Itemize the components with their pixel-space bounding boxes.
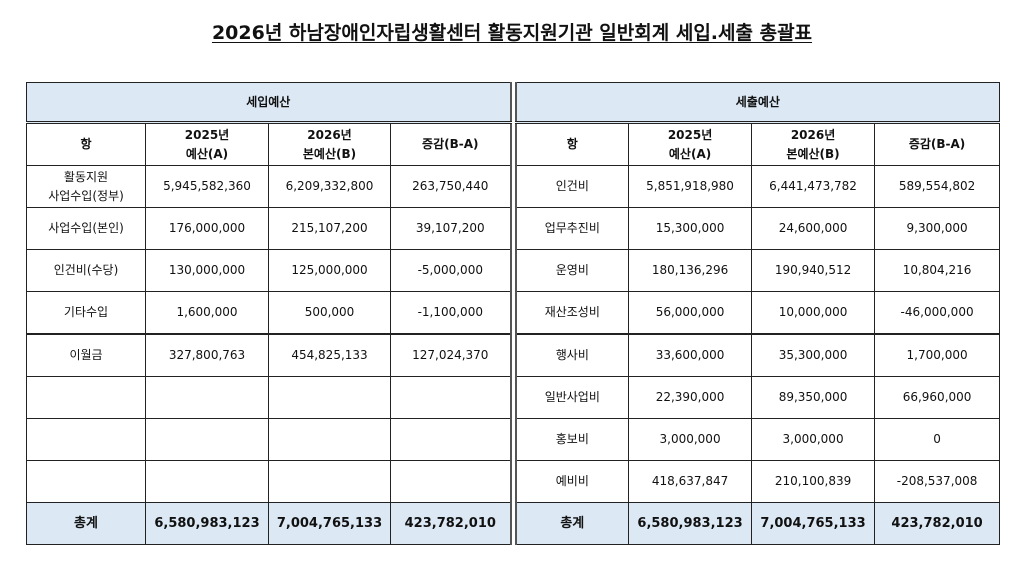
expenditure-value-cell: 3,000,000: [628, 418, 753, 461]
table-row: 예비비 418,637,847 210,100,839 -208,537,008: [26, 460, 1001, 503]
revenue-value-cell: 127,024,370: [389, 333, 512, 377]
expenditure-section-header: 세출예산: [515, 82, 1001, 124]
expenditure-value-cell: 210,100,839: [751, 460, 876, 503]
table-row: 기타수입 1,600,000 500,000 -1,100,000 재산조성비 56,00…: [26, 291, 1001, 335]
expenditure-value-cell: 5,851,918,980: [628, 165, 753, 208]
revenue-value-cell: 125,000,000: [268, 249, 391, 292]
expenditure-value-cell: -208,537,008: [874, 460, 1001, 503]
expenditure-value-cell: 10,804,216: [874, 249, 1001, 292]
revenue-value-cell: [389, 460, 512, 503]
table-row: 활동지원 사업수입(정부) 5,945,582,360 6,209,332,800 2…: [26, 165, 1001, 208]
revenue-section-header: 세입예산: [25, 82, 512, 124]
expenditure-value-cell: 33,600,000: [628, 333, 753, 377]
revenue-column-header: 항: [26, 122, 146, 166]
revenue-total-value: 423,782,010: [389, 502, 512, 545]
revenue-value-cell: 5,945,582,360: [145, 165, 269, 208]
expenditure-value-cell: 89,350,000: [751, 376, 876, 419]
revenue-value-cell: -1,100,000: [389, 291, 512, 335]
total-row: 총계 6,580,983,123 7,004,765,133 423,782,010 총…: [26, 502, 1001, 545]
page-title: 2026년 하남장애인자립생활센터 활동지원기관 일반회계 세입.세출 총괄표: [0, 18, 1024, 45]
revenue-column-header: 2025년 예산(A): [145, 122, 269, 166]
expenditure-item-cell: 운영비: [515, 249, 630, 292]
revenue-value-cell: 1,600,000: [145, 291, 269, 335]
expenditure-column-header: 항: [515, 122, 630, 166]
revenue-value-cell: [268, 418, 391, 461]
expenditure-value-cell: 3,000,000: [751, 418, 876, 461]
expenditure-total-value: 423,782,010: [874, 502, 1001, 545]
revenue-column-header: 증감(B-A): [389, 122, 512, 166]
revenue-column-header: 2026년 본예산(B): [268, 122, 391, 166]
expenditure-total-label: 총계: [515, 502, 630, 545]
revenue-value-cell: [145, 376, 269, 419]
revenue-total-label: 총계: [26, 502, 146, 545]
expenditure-value-cell: -46,000,000: [874, 291, 1001, 335]
expenditure-total-value: 7,004,765,133: [751, 502, 876, 545]
revenue-value-cell: 454,825,133: [268, 333, 391, 377]
revenue-value-cell: [389, 376, 512, 419]
revenue-item-cell: 기타수입: [26, 291, 146, 335]
expenditure-value-cell: 15,300,000: [628, 207, 753, 250]
revenue-value-cell: [145, 418, 269, 461]
expenditure-value-cell: 180,136,296: [628, 249, 753, 292]
expenditure-value-cell: 56,000,000: [628, 291, 753, 335]
expenditure-value-cell: 10,000,000: [751, 291, 876, 335]
revenue-item-cell: [26, 460, 146, 503]
expenditure-item-cell: 재산조성비: [515, 291, 630, 335]
revenue-item-cell: [26, 418, 146, 461]
revenue-value-cell: 176,000,000: [145, 207, 269, 250]
revenue-total-value: 6,580,983,123: [145, 502, 269, 545]
expenditure-value-cell: 22,390,000: [628, 376, 753, 419]
expenditure-total-value: 6,580,983,123: [628, 502, 753, 545]
revenue-item-cell: 활동지원 사업수입(정부): [26, 165, 146, 208]
table-row: 사업수입(본인) 176,000,000 215,107,200 39,107,200…: [26, 207, 1001, 250]
revenue-item-cell: [26, 376, 146, 419]
expenditure-item-cell: 인건비: [515, 165, 630, 208]
expenditure-value-cell: 6,441,473,782: [751, 165, 876, 208]
revenue-value-cell: [268, 460, 391, 503]
expenditure-value-cell: 9,300,000: [874, 207, 1001, 250]
table-row: 인건비(수당) 130,000,000 125,000,000 -5,000,000 운…: [26, 249, 1001, 292]
revenue-value-cell: 130,000,000: [145, 249, 269, 292]
revenue-value-cell: 6,209,332,800: [268, 165, 391, 208]
expenditure-item-cell: 예비비: [515, 460, 630, 503]
revenue-total-value: 7,004,765,133: [268, 502, 391, 545]
revenue-value-cell: [145, 460, 269, 503]
table-row: 홍보비 3,000,000 3,000,000 0: [26, 418, 1001, 461]
expenditure-item-cell: 업무추진비: [515, 207, 630, 250]
revenue-value-cell: 500,000: [268, 291, 391, 335]
expenditure-value-cell: 1,700,000: [874, 333, 1001, 377]
expenditure-value-cell: 35,300,000: [751, 333, 876, 377]
budget-summary-table: 세입예산 세출예산 항 2025년 예산(A) 2026년 본예산(B) 증감(B-A…: [25, 82, 1001, 545]
revenue-value-cell: 327,800,763: [145, 333, 269, 377]
revenue-item-cell: 이월금: [26, 333, 146, 377]
table-divider: [509, 82, 517, 545]
column-header-row: 항 2025년 예산(A) 2026년 본예산(B) 증감(B-A) 항 2025년 예산…: [26, 122, 1001, 166]
expenditure-item-cell: 홍보비: [515, 418, 630, 461]
expenditure-column-header: 증감(B-A): [874, 122, 1001, 166]
expenditure-item-cell: 행사비: [515, 333, 630, 377]
revenue-item-cell: 사업수입(본인): [26, 207, 146, 250]
expenditure-item-cell: 일반사업비: [515, 376, 630, 419]
expenditure-value-cell: 24,600,000: [751, 207, 876, 250]
revenue-value-cell: -5,000,000: [389, 249, 512, 292]
revenue-value-cell: [268, 376, 391, 419]
revenue-item-cell: 인건비(수당): [26, 249, 146, 292]
revenue-value-cell: [389, 418, 512, 461]
expenditure-value-cell: 66,960,000: [874, 376, 1001, 419]
expenditure-value-cell: 589,554,802: [874, 165, 1001, 208]
expenditure-value-cell: 0: [874, 418, 1001, 461]
revenue-value-cell: 263,750,440: [389, 165, 512, 208]
revenue-value-cell: 215,107,200: [268, 207, 391, 250]
expenditure-value-cell: 190,940,512: [751, 249, 876, 292]
revenue-value-cell: 39,107,200: [389, 207, 512, 250]
expenditure-column-header: 2025년 예산(A): [628, 122, 753, 166]
expenditure-column-header: 2026년 본예산(B): [751, 122, 876, 166]
expenditure-value-cell: 418,637,847: [628, 460, 753, 503]
page-title-text: 2026년 하남장애인자립생활센터 활동지원기관 일반회계 세입.세출 총괄표: [211, 22, 813, 44]
